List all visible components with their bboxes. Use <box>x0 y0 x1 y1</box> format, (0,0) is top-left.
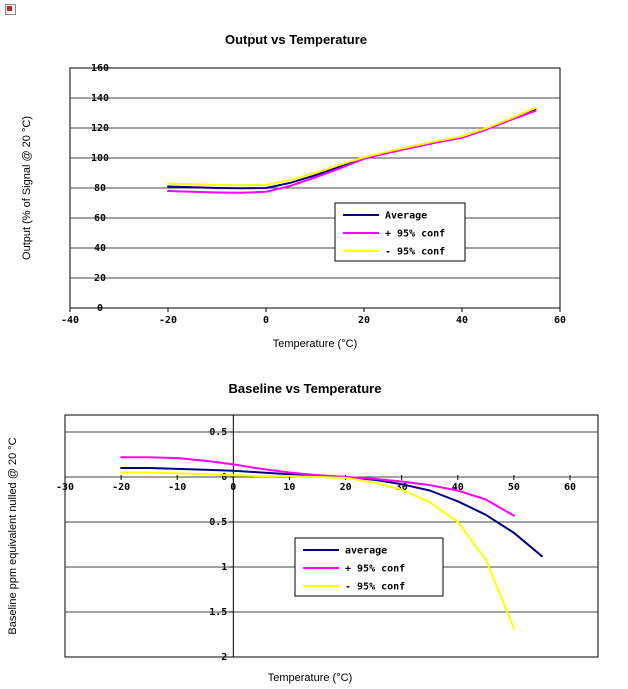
y-tick-label: 2 <box>221 652 227 663</box>
x-tick-label: 60 <box>564 482 576 493</box>
series-line-2 <box>167 106 537 187</box>
baseline-vs-temperature-chart: 0.500.511.52-30-20-100102030405060Baseli… <box>7 381 599 684</box>
x-axis-label: Temperature (°C) <box>268 672 352 684</box>
series-line-1 <box>167 109 537 194</box>
broken-image-icon <box>5 4 16 15</box>
chart-title: Baseline vs Temperature <box>229 381 382 396</box>
x-tick-label: -40 <box>61 315 79 326</box>
x-tick-label: 40 <box>452 482 464 493</box>
y-axis-label: Output (% of Signal @ 20 °C) <box>21 116 33 260</box>
x-tick-label: -20 <box>112 482 130 493</box>
x-tick-label: 10 <box>283 482 295 493</box>
legend-label: Average <box>385 211 427 222</box>
series-line-2 <box>120 471 515 630</box>
legend-label: + 95% conf <box>345 564 405 575</box>
legend-label: - 95% conf <box>345 582 405 593</box>
x-tick-label: 20 <box>340 482 352 493</box>
x-tick-label: 0 <box>230 482 236 493</box>
x-tick-label: 50 <box>508 482 520 493</box>
x-tick-label: -10 <box>168 482 186 493</box>
y-tick-label: 160 <box>91 63 109 74</box>
legend-label: - 95% conf <box>385 247 445 258</box>
x-tick-label: -30 <box>56 482 74 493</box>
y-axis-label: Baseline ppm equivalent nulled @ 20 °C <box>7 437 19 634</box>
x-tick-label: -20 <box>159 315 177 326</box>
broken-image-dot <box>7 6 12 11</box>
series-line-1 <box>120 456 515 517</box>
x-tick-label: 60 <box>554 315 566 326</box>
y-tick-label: 0 <box>97 303 103 314</box>
x-tick-label: 20 <box>358 315 370 326</box>
legend-label: + 95% conf <box>385 229 445 240</box>
x-tick-label: 0 <box>263 315 269 326</box>
x-tick-label: 30 <box>396 482 408 493</box>
x-tick-label: 40 <box>456 315 468 326</box>
chart-title: Output vs Temperature <box>225 32 367 47</box>
x-axis-label: Temperature (°C) <box>273 338 357 350</box>
legend-label: average <box>345 546 387 557</box>
